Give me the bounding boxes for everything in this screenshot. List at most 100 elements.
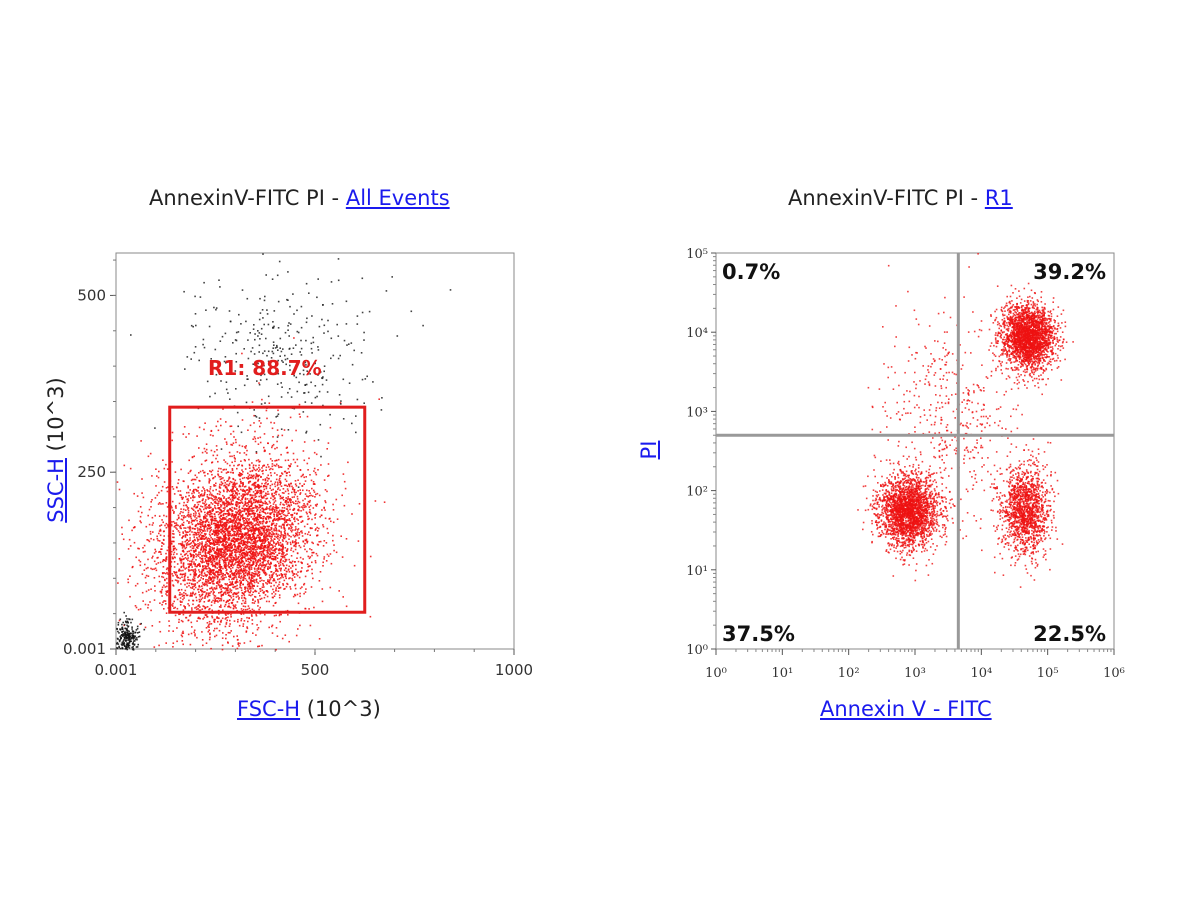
left-data-point (324, 517, 327, 520)
left-data-point (259, 509, 262, 511)
left-data-point (154, 585, 156, 587)
left-data-point (197, 523, 200, 526)
left-data-point (227, 514, 229, 517)
left-data-point (328, 474, 330, 477)
left-data-point (268, 468, 271, 471)
left-data-point (215, 511, 218, 513)
left-data-point (278, 530, 281, 532)
left-data-point (311, 561, 313, 564)
left-data-point (179, 490, 182, 492)
left-data-point (170, 524, 173, 527)
left-data-point (294, 493, 296, 496)
left-data-point (204, 545, 207, 548)
left-data-point (246, 541, 248, 544)
right-x-label-link[interactable]: Annexin V - FITC (820, 697, 992, 721)
left-data-point (181, 543, 184, 545)
left-data-point (274, 557, 277, 560)
left-data-point (219, 483, 221, 486)
left-data-point (127, 578, 129, 581)
left-data-point (218, 529, 221, 532)
left-data-point (279, 569, 282, 572)
left-data-point (215, 575, 218, 577)
left-data-point (281, 517, 284, 520)
left-data-point (248, 481, 250, 483)
left-data-point (193, 588, 195, 591)
left-data-point (215, 502, 218, 504)
left-data-point (275, 528, 278, 531)
left-data-point (284, 560, 286, 563)
left-data-point (185, 546, 188, 549)
left-data-point (214, 500, 217, 503)
left-data-point (222, 560, 225, 562)
left-data-point (237, 535, 240, 538)
left-data-point (198, 594, 201, 596)
left-data-point (244, 459, 246, 462)
left-data-point (290, 499, 292, 501)
left-data-point (275, 581, 277, 584)
left-data-point (206, 543, 208, 545)
left-data-point (196, 505, 199, 508)
left-data-point (205, 575, 208, 578)
left-data-point (198, 426, 201, 429)
left-data-point (202, 644, 204, 647)
left-data-point (252, 551, 254, 553)
left-data-point (292, 529, 294, 531)
left-data-point (222, 408, 224, 410)
left-data-point (282, 564, 285, 567)
left-data-point (277, 464, 280, 467)
left-data-point (219, 552, 221, 554)
left-data-point (247, 548, 249, 551)
left-data-point (250, 552, 252, 555)
right-title-link[interactable]: R1 (984, 186, 1013, 210)
left-data-point (221, 577, 224, 580)
left-data-point (258, 486, 261, 489)
left-title-link[interactable]: All Events (345, 186, 450, 210)
left-data-point (218, 606, 221, 608)
left-x-label-link[interactable]: FSC-H (237, 697, 301, 721)
left-data-point (224, 558, 227, 561)
left-data-point (207, 521, 210, 524)
left-data-point (214, 475, 216, 478)
left-data-point (275, 627, 278, 629)
left-data-point (240, 550, 242, 552)
left-data-point (260, 494, 262, 497)
left-data-point (303, 483, 305, 485)
left-data-point (237, 538, 239, 540)
left-data-point (187, 491, 190, 494)
left-data-point (249, 579, 252, 581)
left-data-point (261, 565, 263, 568)
left-data-point (257, 491, 259, 494)
left-data-point (167, 573, 169, 575)
left-data-point (273, 422, 276, 424)
left-data-point (245, 550, 248, 553)
left-data-point (289, 524, 291, 526)
left-data-point (271, 465, 274, 468)
left-data-point (173, 607, 175, 609)
left-data-point (247, 590, 249, 593)
left-data-point (178, 543, 180, 545)
left-data-point (265, 522, 268, 524)
left-data-point (194, 563, 197, 566)
left-data-point (203, 526, 206, 528)
left-data-point (209, 568, 211, 570)
left-data-point (221, 482, 224, 485)
left-data-point (258, 558, 260, 561)
left-data-point (257, 600, 260, 603)
left-data-point (128, 519, 130, 522)
left-data-point (203, 428, 205, 431)
left-data-point (260, 504, 263, 507)
left-data-point (272, 579, 274, 582)
left-data-point (235, 551, 237, 554)
left-data-point (283, 588, 285, 590)
left-data-point (273, 564, 276, 567)
left-data-point (216, 541, 218, 543)
left-data-point (185, 567, 188, 569)
left-data-point (190, 632, 193, 635)
left-data-point (208, 541, 210, 543)
left-data-point (312, 483, 315, 485)
left-data-point (287, 451, 289, 454)
left-data-point (294, 541, 296, 543)
left-data-point (223, 479, 226, 482)
left-data-point (261, 467, 263, 469)
left-data-point (262, 511, 265, 513)
